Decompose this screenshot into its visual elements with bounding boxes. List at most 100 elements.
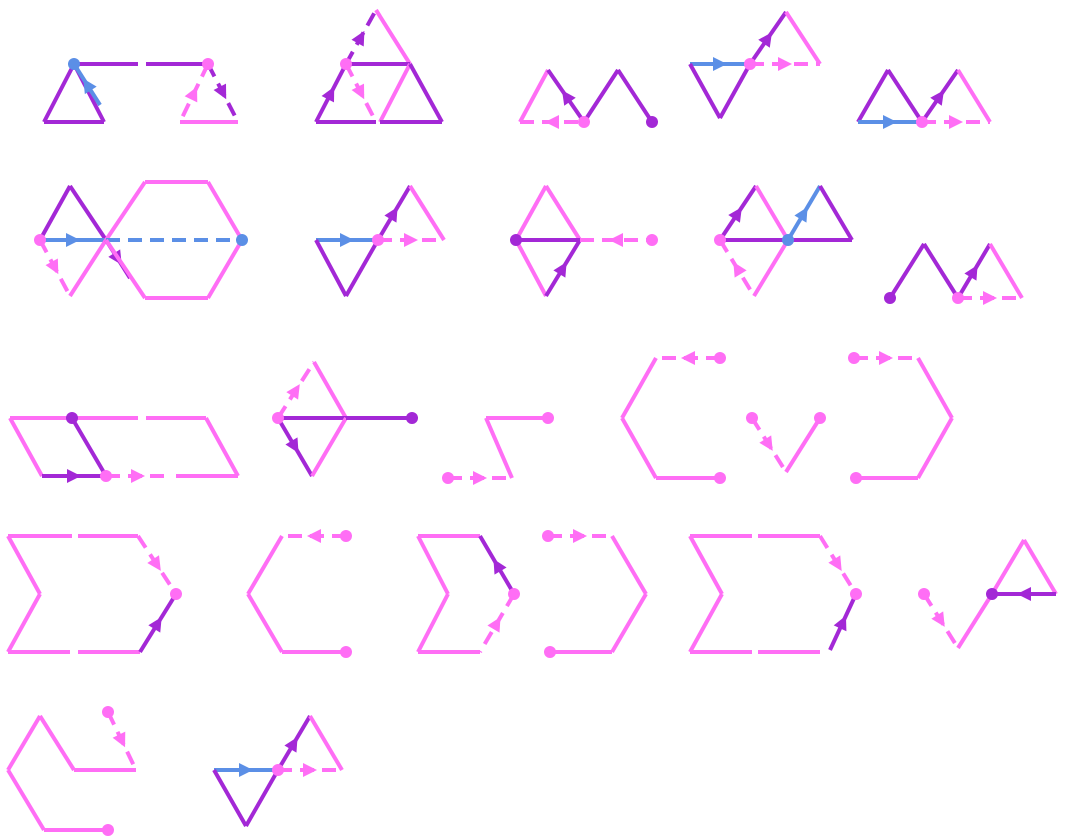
arrowhead [573, 529, 587, 543]
vertex-dot [272, 764, 284, 776]
vertex-dot [850, 588, 862, 600]
arrowhead [553, 262, 567, 278]
arrowhead [728, 207, 742, 223]
edge [308, 714, 344, 772]
vertex-dot [544, 646, 556, 658]
vertex-dot [406, 412, 418, 424]
vertex-dot [202, 58, 214, 70]
diagram-chain-4 [688, 10, 822, 119]
edge [582, 68, 620, 124]
arrowhead [545, 115, 559, 129]
arrowhead [733, 262, 747, 278]
edge [206, 238, 244, 300]
arrowhead [45, 258, 59, 275]
vertex-dot [272, 412, 284, 424]
vertex-dot [814, 412, 826, 424]
vertex-dot [340, 646, 352, 658]
diagram-chain-9 [714, 184, 854, 298]
vertex-dot [372, 234, 384, 246]
edge [518, 69, 550, 123]
edge [784, 416, 822, 474]
edge [818, 184, 854, 242]
edge [484, 417, 514, 479]
edge [416, 593, 450, 653]
vertex-dot [884, 292, 896, 304]
diagram-chain-15 [6, 534, 182, 654]
edge [212, 769, 248, 827]
edge [610, 534, 648, 596]
vertex-dot [744, 58, 756, 70]
arrowhead [949, 115, 963, 129]
edge [784, 10, 822, 66]
vertex-dot [714, 472, 726, 484]
edge [718, 63, 752, 119]
diagram-chain-6 [34, 180, 248, 300]
edge [70, 416, 108, 478]
edge [956, 592, 994, 650]
edge [916, 357, 954, 419]
vertex-dot [236, 234, 248, 246]
edge [246, 592, 284, 654]
arrowhead [303, 763, 317, 777]
edge [754, 184, 790, 242]
edge [1022, 538, 1058, 596]
edge [616, 68, 654, 124]
edge [990, 538, 1026, 596]
vertex-dot [442, 472, 454, 484]
arrowhead [562, 90, 576, 106]
edge [8, 417, 44, 477]
diagram-chain-8 [510, 184, 658, 298]
edge [6, 535, 42, 595]
arrowhead [404, 233, 418, 247]
vertex-dot [714, 234, 726, 246]
arrowhead [983, 291, 997, 305]
arrowhead [931, 611, 945, 627]
arrowhead [609, 233, 623, 247]
arrowhead [384, 206, 398, 223]
vertex-dot [340, 58, 352, 70]
arrowhead [883, 115, 897, 129]
vertex-dot [508, 588, 520, 600]
edge [956, 68, 992, 124]
vertex-dot [986, 588, 998, 600]
vertex-dot [714, 352, 726, 364]
edge [6, 714, 42, 772]
edge [408, 184, 446, 242]
vertex-dot [542, 530, 554, 542]
arrowhead [681, 351, 695, 365]
vertex-dot [100, 470, 112, 482]
arrowhead [493, 558, 507, 575]
vertex-dot [850, 472, 862, 484]
diagram-chain-20 [6, 706, 138, 836]
arrowhead [713, 57, 727, 71]
edge [916, 417, 954, 479]
edge [688, 593, 724, 653]
diagram-chain-3 [518, 68, 658, 129]
arrowhead [148, 617, 162, 633]
diagram-chain-21 [212, 714, 344, 827]
diagram-chain-14 [620, 351, 954, 484]
edge [6, 593, 42, 653]
edge [68, 184, 108, 242]
vertex-dot [848, 352, 860, 364]
vertex-dot [578, 116, 590, 128]
vertex-dot [66, 412, 78, 424]
arrowhead [307, 529, 321, 543]
diagram-chain-2 [314, 8, 444, 124]
arrowhead [285, 437, 299, 454]
vertex-dot [646, 234, 658, 246]
arrowhead [67, 469, 81, 483]
diagram-chain-17 [416, 529, 648, 658]
edge [378, 63, 412, 123]
diagram-chain-7 [314, 184, 446, 297]
vertex-dot [646, 116, 658, 128]
edge [68, 238, 108, 298]
edge [246, 534, 284, 596]
diagram-chain-18 [688, 534, 862, 654]
arrowhead [351, 30, 365, 47]
arrowhead [930, 90, 944, 106]
vertex-dot [34, 234, 46, 246]
edge [38, 714, 76, 772]
edge [688, 63, 722, 119]
edge [38, 185, 72, 241]
